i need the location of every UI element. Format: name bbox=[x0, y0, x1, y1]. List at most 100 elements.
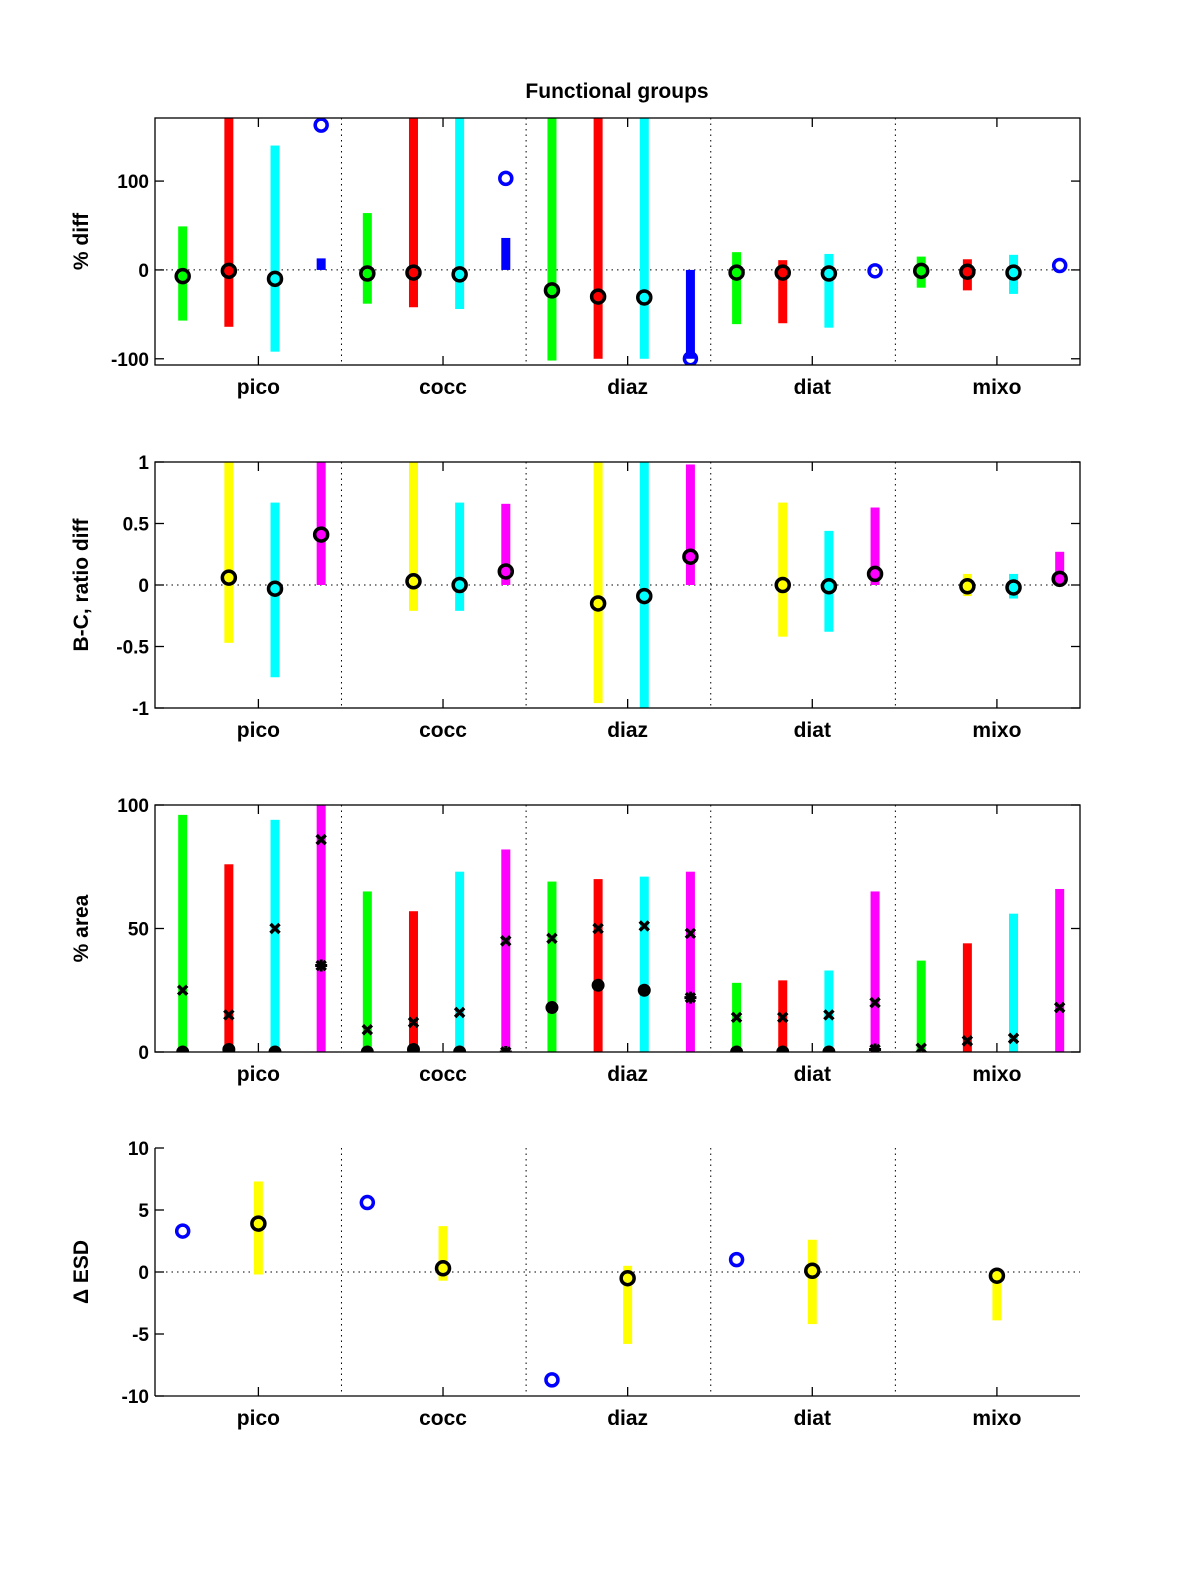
series-blue bbox=[313, 118, 1068, 365]
y-tick-label: 0.5 bbox=[123, 515, 150, 536]
mean-marker-mixo bbox=[1051, 570, 1068, 588]
range-bar-cocc bbox=[362, 213, 372, 304]
series-green bbox=[176, 814, 927, 1052]
mean-marker-diaz bbox=[619, 1269, 636, 1287]
y-tick-label: 0 bbox=[138, 576, 149, 597]
series-blue bbox=[174, 1194, 745, 1388]
y-tick-label: 0 bbox=[138, 1043, 149, 1064]
plot-area bbox=[220, 462, 1068, 708]
range-bar-pico bbox=[316, 462, 326, 585]
mean-marker-diaz bbox=[636, 587, 653, 605]
mean-marker-cocc bbox=[451, 266, 468, 283]
series-yellow bbox=[250, 1181, 1006, 1344]
cross-marker-diaz bbox=[638, 920, 651, 932]
range-bar-mixo bbox=[1055, 888, 1065, 1052]
star-marker-plus-pico bbox=[315, 959, 328, 972]
range-bar-diaz bbox=[593, 118, 603, 359]
dot-marker-cocc bbox=[360, 1045, 374, 1052]
mean-marker-pico bbox=[220, 569, 238, 586]
y-tick-label: -10 bbox=[122, 1387, 149, 1408]
cross-marker-pico bbox=[176, 984, 189, 996]
mean-marker-cocc bbox=[405, 264, 422, 281]
plot-area bbox=[174, 1181, 1006, 1388]
range-bar-diat bbox=[732, 252, 742, 325]
mean-marker-cocc bbox=[359, 265, 376, 282]
cross-marker-pico bbox=[269, 922, 281, 935]
range-bar-cocc bbox=[455, 871, 465, 1052]
mean-marker-cocc bbox=[405, 573, 422, 590]
range-bar-pico bbox=[178, 814, 188, 1052]
range-bar-diaz bbox=[685, 269, 695, 359]
range-bar-pico bbox=[224, 864, 234, 1052]
y-tick-label: 100 bbox=[117, 172, 149, 193]
range-bar-cocc bbox=[455, 118, 465, 310]
x-tick-label-cocc: cocc bbox=[419, 376, 467, 399]
range-bar-diaz bbox=[623, 1265, 633, 1344]
dot-marker-diat bbox=[776, 1045, 790, 1052]
axes-box bbox=[154, 804, 1081, 1053]
mean-marker-mixo bbox=[988, 1267, 1006, 1284]
y-tick-label: -100 bbox=[111, 350, 149, 371]
mean-marker-diaz bbox=[589, 288, 607, 305]
open-circle-marker-cocc bbox=[359, 1194, 376, 1211]
y-tick-label: -5 bbox=[132, 1325, 149, 1346]
range-bar-cocc bbox=[408, 118, 418, 308]
mean-marker-diaz bbox=[636, 289, 653, 306]
x-tick-label-diaz: diaz bbox=[607, 719, 648, 742]
range-bar-cocc bbox=[408, 911, 418, 1052]
x-tick-label-diaz: diaz bbox=[607, 376, 648, 399]
cross-marker-diaz bbox=[684, 927, 697, 940]
range-bar-diaz bbox=[547, 118, 557, 361]
mean-marker-diat bbox=[820, 265, 838, 282]
cross-marker-pico bbox=[315, 833, 327, 846]
range-bar-diaz bbox=[547, 881, 557, 1052]
y-axis-label: B-C, ratio diff bbox=[70, 518, 93, 652]
dot-marker-pico bbox=[222, 1043, 236, 1052]
open-circle-marker-diaz bbox=[544, 1372, 560, 1388]
mean-marker-cocc bbox=[497, 563, 515, 580]
x-tick-label-mixo: mixo bbox=[972, 376, 1021, 399]
mean-marker-diat bbox=[804, 1262, 821, 1280]
open-circle-marker-diat bbox=[867, 263, 883, 279]
x-tick-label-diat: diat bbox=[794, 1063, 831, 1086]
cross-marker-mixo bbox=[961, 1035, 974, 1047]
y-tick-label: -1 bbox=[132, 699, 149, 720]
range-bar-diat bbox=[870, 891, 880, 1052]
range-bar-diaz bbox=[639, 462, 649, 708]
range-bar-diaz bbox=[593, 879, 603, 1052]
range-bar-pico bbox=[224, 462, 234, 643]
range-bar-cocc bbox=[501, 503, 511, 585]
series-yellow bbox=[220, 462, 976, 704]
mean-marker-cocc bbox=[451, 576, 468, 594]
mean-marker-diat bbox=[728, 264, 745, 281]
mean-marker-mixo bbox=[912, 262, 930, 280]
mean-marker-diat bbox=[866, 565, 884, 583]
x-tick-label-mixo: mixo bbox=[972, 719, 1021, 742]
range-bar-mixo bbox=[962, 943, 972, 1052]
open-circle-marker-cocc bbox=[498, 170, 514, 187]
mean-marker-cocc bbox=[434, 1260, 452, 1277]
range-bar-diat bbox=[824, 970, 834, 1052]
y-tick-label: 0 bbox=[138, 261, 149, 282]
x-tick-label-pico: pico bbox=[237, 1063, 280, 1086]
mean-marker-mixo bbox=[1005, 264, 1022, 281]
x-tick-label-diat: diat bbox=[794, 376, 831, 399]
mean-marker-pico bbox=[250, 1215, 267, 1232]
range-bar-cocc bbox=[501, 237, 511, 270]
cross-marker-cocc bbox=[407, 1016, 420, 1029]
cross-marker-mixo bbox=[1007, 1032, 1020, 1045]
dot-marker-pico bbox=[268, 1045, 282, 1052]
range-bar-mixo bbox=[992, 1275, 1002, 1321]
x-tick-label-pico: pico bbox=[237, 1407, 280, 1430]
star-marker-cocc bbox=[500, 1046, 512, 1052]
mean-marker-diaz bbox=[543, 282, 561, 299]
range-bar-diaz bbox=[639, 876, 649, 1052]
range-bar-pico bbox=[316, 258, 326, 270]
dot-marker-diaz bbox=[591, 978, 605, 992]
panel-ratio-diff: -1 -0.5 0 0.5 1 pico cocc diaz diat mixo B-C, rati… bbox=[70, 453, 1081, 742]
dot-marker-diat bbox=[822, 1045, 836, 1052]
axes-box bbox=[154, 117, 1081, 366]
mean-marker-mixo bbox=[959, 577, 976, 595]
cross-marker-diaz bbox=[592, 922, 604, 935]
